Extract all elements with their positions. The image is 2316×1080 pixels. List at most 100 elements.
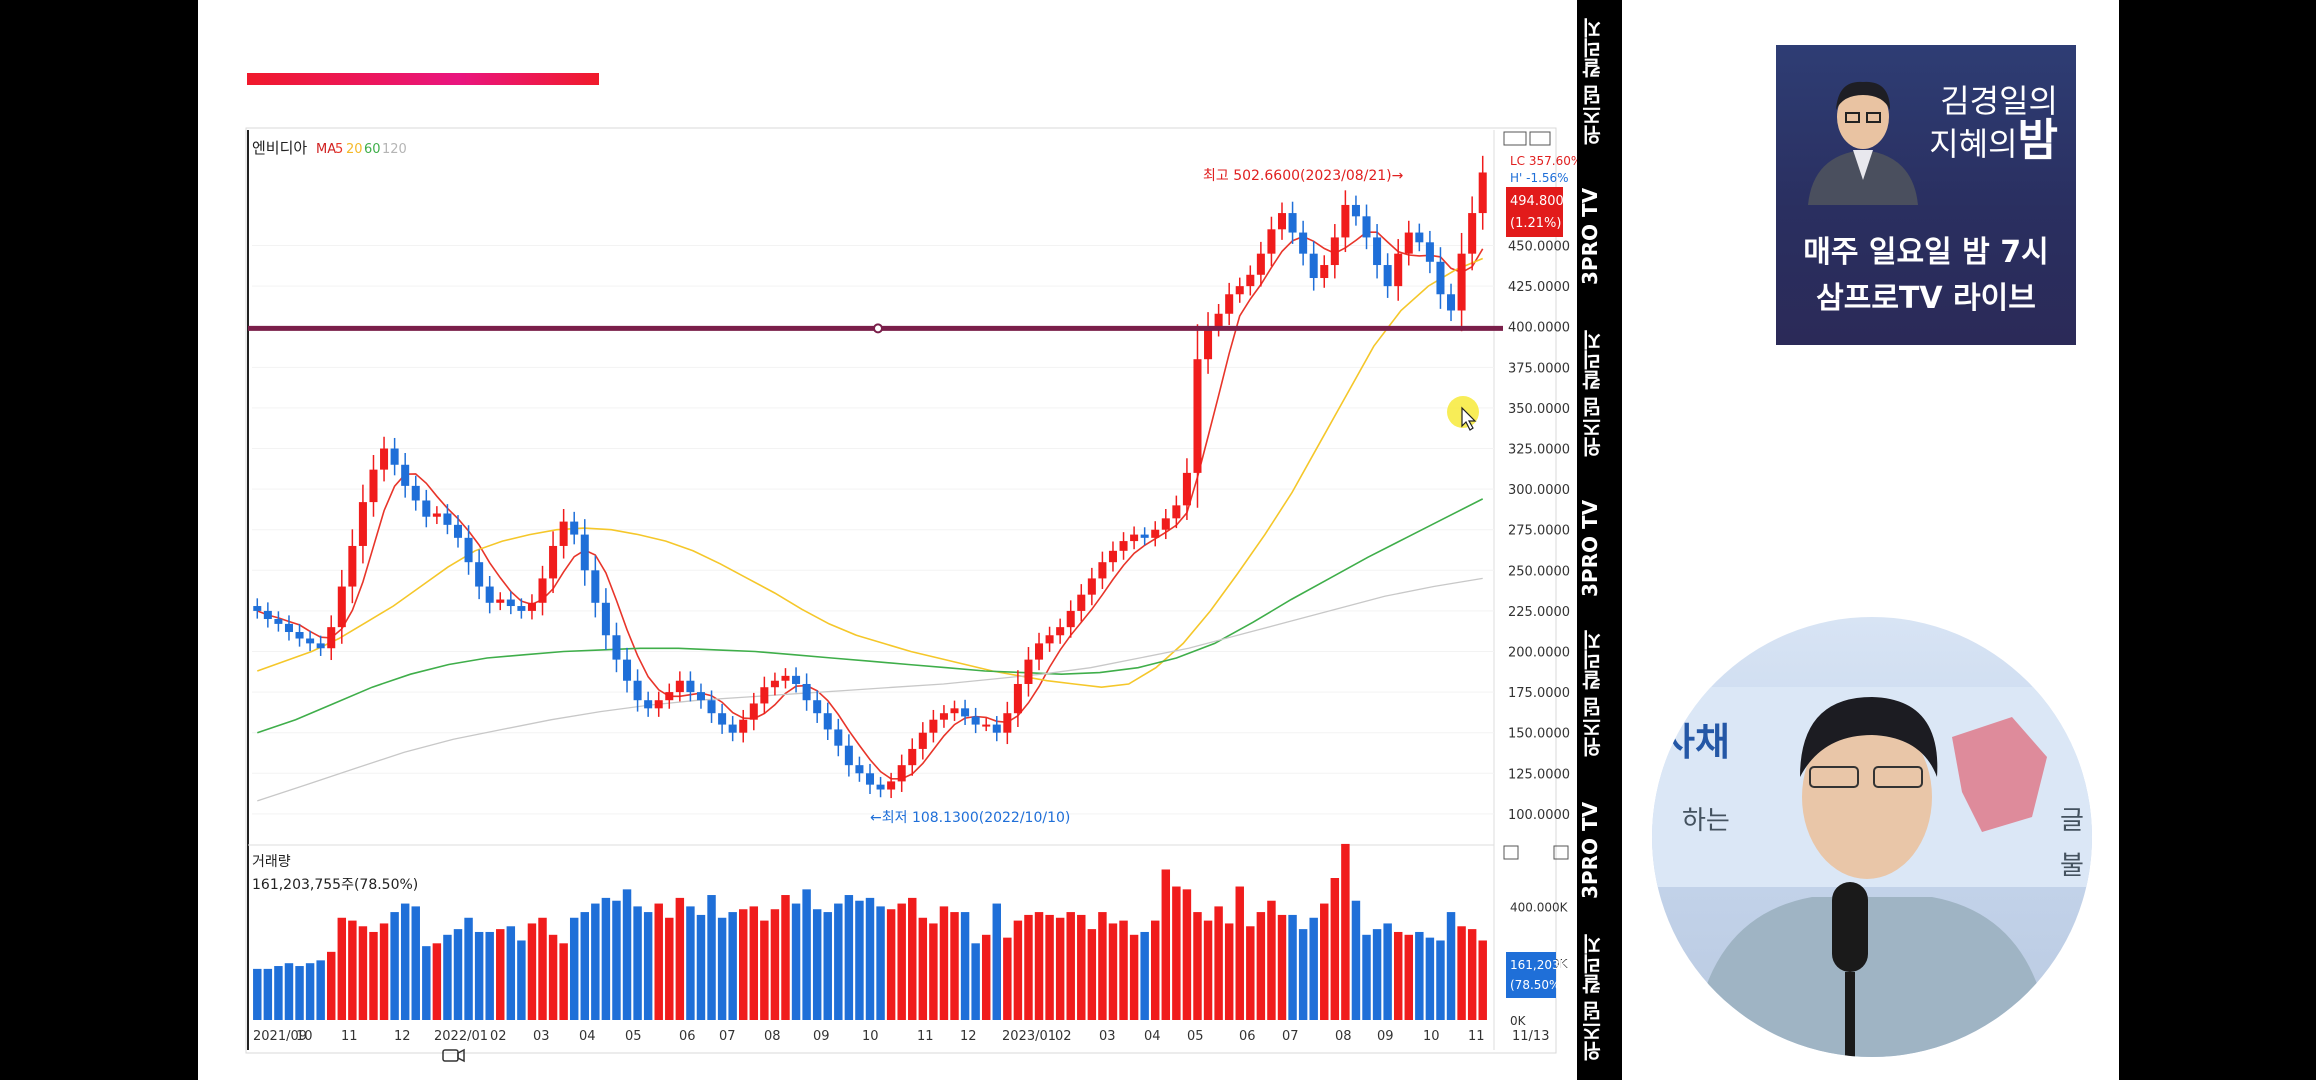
volume-bar xyxy=(643,912,653,1020)
candle xyxy=(1077,594,1086,611)
volume-bar xyxy=(812,909,822,1020)
candle xyxy=(1056,627,1065,636)
candle xyxy=(1193,359,1202,473)
candle xyxy=(1320,265,1329,279)
x-tick-label: 11 xyxy=(341,1029,358,1044)
volume-bar xyxy=(1298,929,1308,1020)
price-tick-label: 350.0000 xyxy=(1508,402,1570,417)
volume-bar xyxy=(1013,920,1023,1020)
candle xyxy=(1478,172,1487,214)
banner-label-7: 위즈덤 칼리지 xyxy=(1581,934,1605,1062)
volume-bar xyxy=(1425,937,1435,1020)
lc-label: LC 357.60% xyxy=(1510,154,1577,168)
volume-bar xyxy=(1172,886,1181,1020)
volume-bar xyxy=(918,917,928,1020)
volume-bar xyxy=(1467,929,1477,1020)
price-tick-label: 275.0000 xyxy=(1508,524,1570,539)
volume-value: 161,203,755주(78.50%) xyxy=(252,877,418,893)
candle xyxy=(506,599,515,607)
volume-bar xyxy=(601,897,611,1020)
support-line-handle[interactable] xyxy=(873,323,883,334)
volume-bar xyxy=(295,966,304,1020)
candle xyxy=(1468,213,1477,254)
panel-settings-icon[interactable] xyxy=(1503,131,1527,146)
volume-bar xyxy=(739,909,748,1020)
video-bg-text-right2: 불 xyxy=(2060,851,2084,881)
volume-bar xyxy=(1362,934,1371,1020)
volume-bar xyxy=(950,912,959,1020)
volume-bar xyxy=(1330,878,1340,1020)
candle xyxy=(739,719,748,733)
banner-label-5: 위즈덤 칼리지 xyxy=(1581,630,1605,758)
stock-chart: 450.0000 425.0000 400.0000 375.0000 350.0000… xyxy=(245,127,1577,1063)
price-tick-label: 175.0000 xyxy=(1508,686,1570,701)
panel-close-icon[interactable] xyxy=(1529,131,1551,146)
candle xyxy=(1394,253,1403,287)
volume-bar xyxy=(464,917,473,1020)
candle xyxy=(950,708,959,714)
candle xyxy=(1204,326,1213,360)
volume-bar xyxy=(1404,934,1413,1020)
volume-bar xyxy=(749,906,759,1020)
x-tick-label: 02 xyxy=(490,1029,507,1044)
volume-bar xyxy=(1087,929,1097,1020)
ma60-line xyxy=(257,498,1484,734)
candle xyxy=(929,719,938,733)
price-tag-pct: (1.21%) xyxy=(1510,216,1561,231)
volume-bar xyxy=(1182,889,1192,1020)
volume-bar xyxy=(1267,900,1276,1020)
volume-bar xyxy=(834,903,843,1020)
x-tick-label: 02 xyxy=(1055,1029,1072,1044)
volume-bar xyxy=(538,917,547,1020)
volume-bar xyxy=(633,906,642,1020)
candle xyxy=(1151,529,1160,538)
candle xyxy=(887,781,896,790)
volume-bar xyxy=(316,960,325,1020)
candle xyxy=(369,469,378,503)
candle xyxy=(1066,610,1075,628)
candle xyxy=(380,448,389,470)
volume-bar xyxy=(929,923,938,1020)
candle xyxy=(633,680,642,701)
volume-bar xyxy=(548,934,558,1020)
banner-label-4: 3PRO TV xyxy=(1578,499,1602,597)
volume-bar xyxy=(770,909,780,1020)
volume-bar xyxy=(485,931,494,1020)
volume-bar xyxy=(686,906,695,1020)
candle xyxy=(749,703,758,720)
h-label: H' -1.56% xyxy=(1510,171,1569,185)
volume-bar xyxy=(1446,912,1456,1020)
x-tick-label: 03 xyxy=(533,1029,550,1044)
volume-bar xyxy=(886,909,896,1020)
candle xyxy=(654,700,663,709)
x-tick-label: 03 xyxy=(1099,1029,1116,1044)
candle xyxy=(1108,550,1117,563)
stock-name: 엔비디아 xyxy=(252,139,307,157)
volume-tag-value: 161,203K xyxy=(1510,958,1569,972)
volume-bar xyxy=(337,917,347,1020)
candle xyxy=(982,724,991,727)
host-portrait xyxy=(1808,81,1918,205)
x-tick-label: 05 xyxy=(625,1029,642,1044)
candle xyxy=(781,675,790,681)
x-tick-label: 10 xyxy=(1423,1029,1440,1044)
candle xyxy=(390,448,399,465)
video-camera-icon[interactable] xyxy=(442,1048,465,1063)
candle xyxy=(834,729,843,746)
volume-bar xyxy=(844,895,854,1020)
candle xyxy=(1288,213,1297,233)
candle xyxy=(1161,518,1170,530)
candle xyxy=(961,708,970,717)
price-tag-value: 494.8000 xyxy=(1510,194,1572,209)
candle xyxy=(792,675,801,684)
price-tick-label: 125.0000 xyxy=(1508,767,1570,782)
ma-period-5: 5 xyxy=(335,142,343,157)
candle xyxy=(549,545,558,579)
volume-close-icon[interactable] xyxy=(1553,845,1569,860)
volume-bar xyxy=(1003,937,1012,1020)
candle xyxy=(1383,265,1392,287)
volume-bar xyxy=(823,912,832,1020)
volume-settings-icon[interactable] xyxy=(1503,845,1519,860)
candle xyxy=(971,716,980,725)
promo-card: 김경일의 지혜의밤 매주 일요일 밤 7시 삼프로TV 라이브 xyxy=(1776,45,2076,345)
